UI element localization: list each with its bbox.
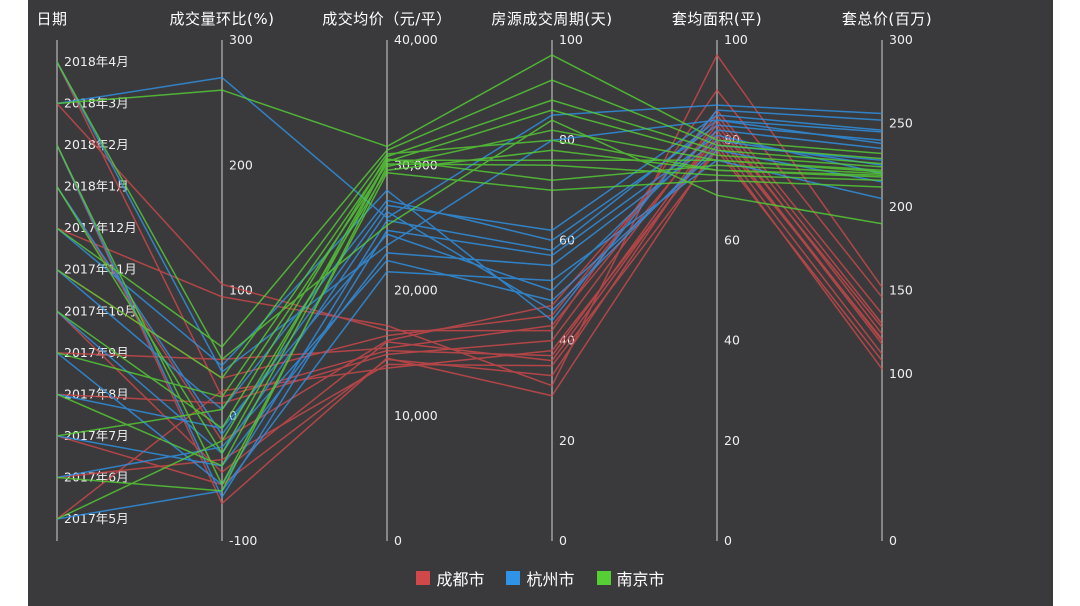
axis-header-avg-area: 套均面积(平) [671,10,763,28]
tick-label-avg_price: 10,000 [394,408,438,423]
data-line [56,61,883,373]
tick-label-avg_area: 0 [724,533,732,548]
data-line [56,61,883,398]
axis-header-date: 日期 [36,10,68,28]
data-line [56,54,883,155]
legend-item-hangzhou[interactable]: 杭州市 [506,566,575,590]
tick-label-avg_area: 20 [724,433,740,448]
series-杭州市 [56,61,883,520]
tick-label-volume_mom_pct: 300 [229,32,253,47]
data-line [56,134,883,498]
series-南京市 [56,54,883,520]
category-label: 2017年5月 [64,511,129,526]
data-line [56,129,883,430]
tick-label-total_price_million: 150 [889,283,913,298]
category-label: 2017年8月 [64,386,129,401]
tick-label-avg_price: 40,000 [394,32,438,47]
legend-item-chengdu[interactable]: 成都市 [416,566,484,590]
data-line [56,61,883,361]
data-line [56,79,883,348]
tick-label-avg_price: 20,000 [394,283,438,298]
tick-label-volume_mom_pct: 200 [229,157,253,172]
category-label: 2017年9月 [64,345,129,360]
data-line [56,109,883,379]
series-成都市 [56,54,883,520]
tick-label-deal_cycle_days: 0 [559,533,567,548]
tick-label-total_price_million: 100 [889,366,913,381]
chart-legend: 成都市 杭州市 南京市 [28,566,1053,590]
data-line [56,149,883,479]
legend-label-chengdu: 成都市 [436,570,485,589]
data-line [56,144,883,505]
data-line [56,124,883,361]
data-line [56,109,883,467]
axis-header-total-price: 套总价(百万) [841,10,933,28]
legend-swatch-chengdu [416,571,431,585]
legend-swatch-nanjing [596,571,611,585]
right-white-margin [1053,0,1080,606]
data-line [56,144,883,455]
data-line [56,119,883,486]
data-line [56,163,883,437]
data-line [56,139,883,520]
data-line [56,159,883,455]
tick-label-total_price_million: 0 [889,533,897,548]
axis-header-volume-mom: 成交量环比(%) [169,10,275,28]
tick-label-total_price_million: 250 [889,116,913,131]
legend-label-hangzhou: 杭州市 [526,570,575,589]
category-label: 2018年1月 [64,179,129,194]
data-line [56,139,883,379]
data-line [56,109,883,367]
legend-label-nanjing: 南京市 [616,570,665,589]
tick-label-avg_area: 60 [724,232,740,247]
axis-header-avg-price: 成交均价（元/平） [322,10,452,28]
category-label: 2018年2月 [64,137,129,152]
data-line [56,158,883,398]
data-line [56,159,883,520]
legend-item-nanjing[interactable]: 南京市 [596,566,665,590]
data-line [56,139,883,467]
tick-label-avg_area: 40 [724,333,740,348]
category-label: 2017年10月 [64,303,137,318]
data-line [56,144,883,486]
legend-swatch-hangzhou [506,571,521,585]
tick-label-avg_price: 0 [394,533,402,548]
data-line [56,76,883,219]
left-white-margin [0,0,28,606]
tick-label-avg_area: 100 [724,32,748,47]
tick-label-deal_cycle_days: 100 [559,32,583,47]
category-label: 2018年4月 [64,54,129,69]
data-line [56,54,883,387]
data-line [56,114,883,442]
tick-label-volume_mom_pct: -100 [229,533,257,548]
data-line [56,134,883,473]
tick-label-total_price_million: 200 [889,199,913,214]
data-line [56,124,883,411]
tick-label-total_price_million: 300 [889,32,913,47]
tick-label-deal_cycle_days: 20 [559,433,575,448]
data-line [56,114,883,436]
axis-header-deal-cycle: 房源成交周期(天) [491,10,613,28]
